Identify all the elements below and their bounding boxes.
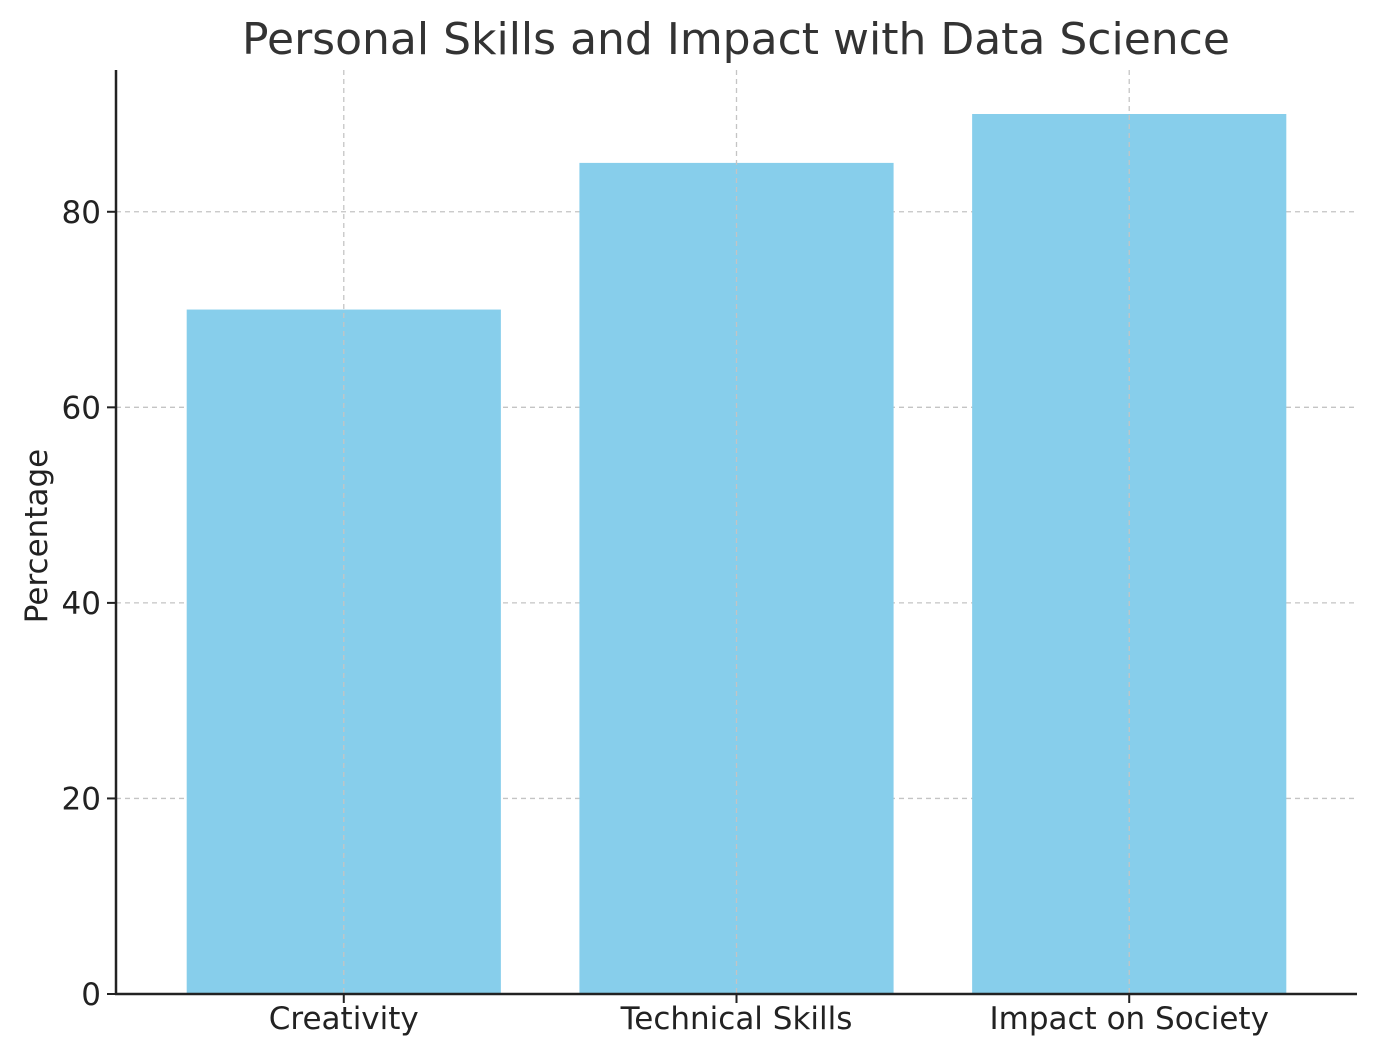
- y-tick-label: 40: [62, 586, 101, 622]
- y-tick-label: 80: [62, 195, 101, 231]
- x-tick-label: Creativity: [269, 1001, 419, 1037]
- y-tick-label: 20: [62, 781, 101, 817]
- x-axis-ticks: Creativity Technical Skills Impact on Soci…: [269, 994, 1269, 1037]
- y-tick-label: 0: [81, 977, 101, 1013]
- y-axis-label: Percentage: [19, 449, 55, 623]
- x-tick-label: Impact on Society: [990, 1001, 1269, 1037]
- y-tick-label: 60: [62, 390, 101, 426]
- chart-title: Personal Skills and Impact with Data Sci…: [242, 14, 1230, 65]
- vertical-grid-lines: [343, 70, 1130, 994]
- x-tick-label: Technical Skills: [620, 1001, 853, 1037]
- y-axis-ticks: 0 20 40 60 80: [62, 195, 116, 1013]
